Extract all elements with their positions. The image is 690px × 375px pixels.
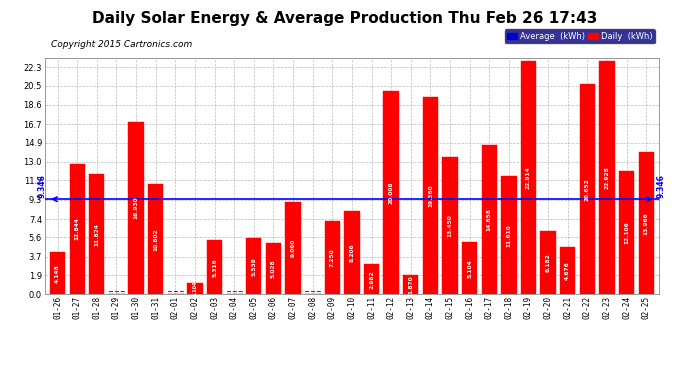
Text: Daily Solar Energy & Average Production Thu Feb 26 17:43: Daily Solar Energy & Average Production … <box>92 11 598 26</box>
Text: 9.346: 9.346 <box>657 174 666 198</box>
Text: 11.824: 11.824 <box>95 223 99 246</box>
Text: 5.028: 5.028 <box>271 260 276 278</box>
Text: 13.966: 13.966 <box>644 212 649 235</box>
Text: 1.104: 1.104 <box>193 281 197 297</box>
Bar <box>128 122 144 294</box>
Bar <box>521 61 536 294</box>
Text: 16.930: 16.930 <box>134 197 139 219</box>
Bar <box>560 247 575 294</box>
Text: 6.182: 6.182 <box>546 254 551 272</box>
Bar <box>442 158 457 294</box>
Bar <box>638 152 654 294</box>
Bar <box>482 145 497 294</box>
Text: 12.106: 12.106 <box>624 221 629 244</box>
Bar <box>246 238 262 294</box>
Bar <box>501 176 517 294</box>
Text: 5.104: 5.104 <box>467 259 472 278</box>
Text: 4.676: 4.676 <box>565 261 570 280</box>
Bar <box>226 291 242 294</box>
Bar <box>600 61 615 294</box>
Bar <box>286 202 301 294</box>
Legend: Average  (kWh), Daily  (kWh): Average (kWh), Daily (kWh) <box>505 29 655 43</box>
Bar <box>50 252 66 294</box>
Bar <box>109 291 124 294</box>
Text: 8.206: 8.206 <box>349 243 355 262</box>
Text: 22.928: 22.928 <box>604 166 609 189</box>
Bar <box>423 97 438 294</box>
Text: 10.802: 10.802 <box>153 228 158 251</box>
Bar <box>364 264 380 294</box>
Text: 2.982: 2.982 <box>369 270 374 288</box>
Text: 5.538: 5.538 <box>251 257 256 276</box>
Bar <box>266 243 281 294</box>
Bar <box>580 84 595 294</box>
Bar <box>305 291 320 294</box>
Text: Copyright 2015 Cartronics.com: Copyright 2015 Cartronics.com <box>51 40 193 49</box>
Text: 9.060: 9.060 <box>290 239 295 257</box>
Text: 13.450: 13.450 <box>448 214 453 237</box>
Bar <box>70 164 85 294</box>
Bar <box>148 184 164 294</box>
Bar <box>344 211 359 294</box>
Bar <box>384 91 399 294</box>
Text: 22.914: 22.914 <box>526 166 531 189</box>
Text: 9.346: 9.346 <box>38 174 47 198</box>
Text: 20.652: 20.652 <box>585 178 590 201</box>
Bar <box>403 275 418 294</box>
Bar <box>207 240 222 294</box>
Text: 20.008: 20.008 <box>388 181 393 204</box>
Bar <box>540 231 555 294</box>
Bar <box>168 291 183 294</box>
Text: 7.250: 7.250 <box>330 248 335 267</box>
Bar <box>89 174 104 294</box>
Bar <box>462 242 477 294</box>
Text: 5.316: 5.316 <box>212 258 217 277</box>
Text: 19.360: 19.360 <box>428 184 433 207</box>
Bar <box>187 283 203 294</box>
Bar <box>619 171 634 294</box>
Text: 11.610: 11.610 <box>506 224 511 247</box>
Text: 14.658: 14.658 <box>486 208 492 231</box>
Bar <box>324 220 340 294</box>
Text: 1.870: 1.870 <box>408 276 413 294</box>
Text: 12.844: 12.844 <box>75 217 80 240</box>
Text: 4.148: 4.148 <box>55 264 60 283</box>
